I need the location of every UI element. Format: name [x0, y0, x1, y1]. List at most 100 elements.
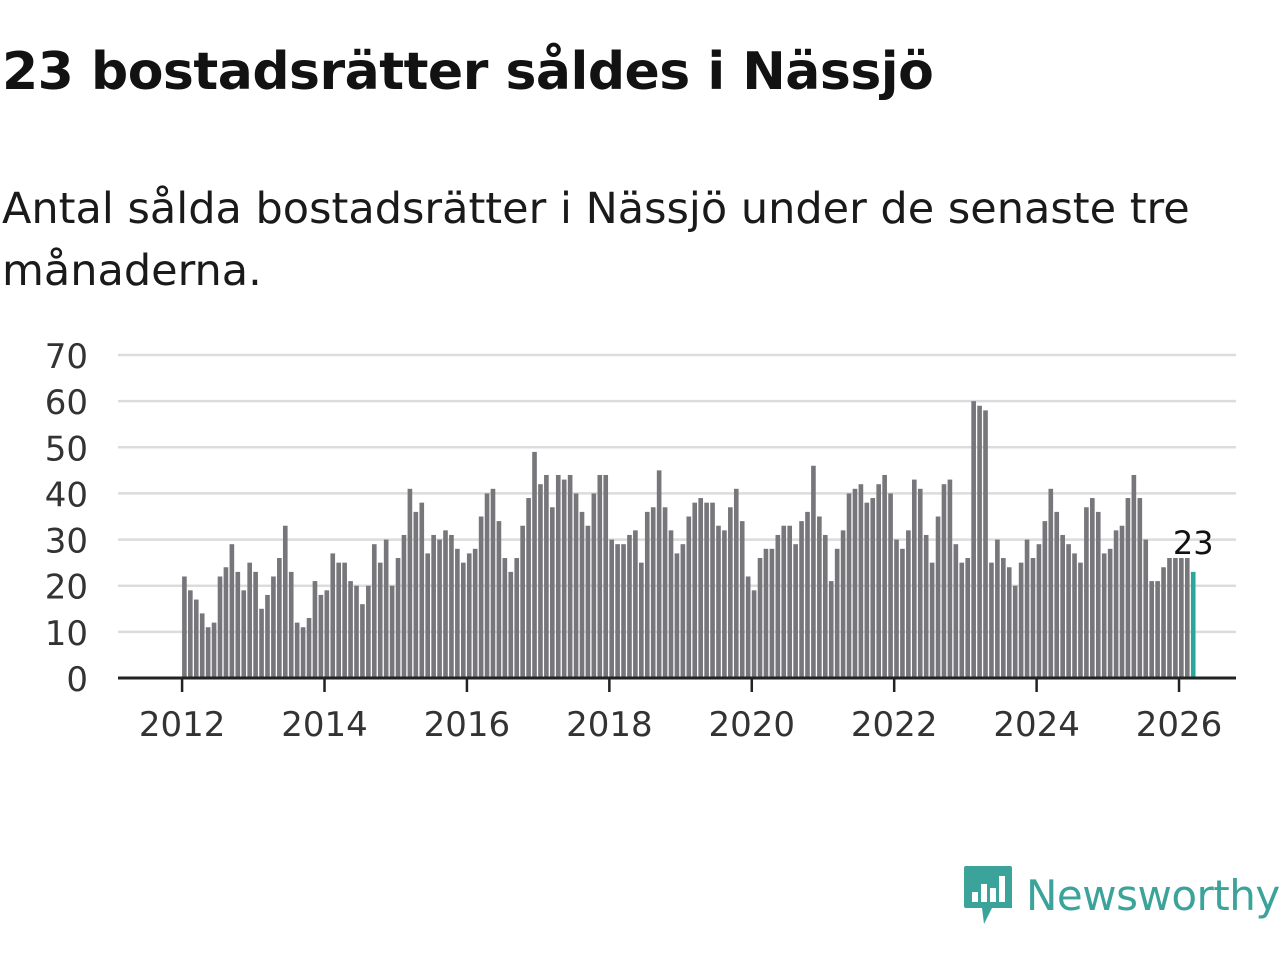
bar — [419, 502, 425, 678]
bar — [633, 530, 638, 678]
bar — [917, 488, 923, 678]
bar — [995, 539, 1000, 678]
bar — [182, 576, 187, 678]
x-tick-label: 2020 — [709, 705, 796, 745]
newsworthy-logo-icon — [964, 866, 1012, 924]
bar — [383, 539, 389, 678]
y-tick-label: 0 — [66, 660, 88, 700]
bar — [348, 581, 353, 678]
bar — [265, 594, 270, 678]
bar — [621, 544, 626, 678]
bar — [282, 525, 288, 678]
bar — [733, 488, 739, 678]
bar — [288, 571, 294, 678]
bar — [1101, 553, 1107, 678]
y-tick-label: 50 — [45, 429, 88, 469]
bar — [318, 594, 324, 678]
bar — [259, 608, 264, 678]
bar — [526, 498, 531, 678]
bar — [858, 484, 864, 678]
bar — [1060, 534, 1065, 678]
bar — [882, 474, 887, 678]
bar — [277, 558, 282, 678]
bar — [1167, 558, 1172, 678]
bar — [965, 558, 971, 678]
bar — [502, 558, 508, 678]
bar — [449, 534, 454, 678]
bar — [312, 581, 318, 678]
bar — [603, 474, 609, 678]
bar — [864, 502, 870, 678]
bar — [728, 507, 733, 678]
bar — [1090, 498, 1095, 678]
bar — [514, 558, 520, 678]
bar — [1072, 553, 1077, 678]
bar — [431, 534, 436, 678]
bar — [443, 530, 448, 678]
bar — [193, 599, 199, 678]
bar — [484, 493, 490, 678]
bar — [959, 562, 965, 678]
bar — [354, 585, 359, 678]
bar — [1048, 488, 1054, 678]
bar — [1024, 539, 1030, 678]
bar — [1018, 562, 1024, 678]
y-tick-label: 20 — [45, 568, 88, 608]
bar — [710, 502, 715, 678]
y-tick-label: 30 — [45, 522, 88, 562]
bar — [775, 534, 781, 678]
bar — [425, 553, 431, 678]
bar — [366, 585, 371, 678]
bar — [229, 544, 235, 678]
bar — [656, 470, 662, 678]
bar — [1155, 581, 1160, 678]
bar — [971, 401, 976, 678]
bar — [834, 548, 840, 678]
grid-lines — [118, 353, 1236, 634]
x-tick-label: 2012 — [139, 705, 226, 745]
bar — [211, 622, 217, 678]
bar — [413, 511, 419, 678]
bar — [668, 530, 674, 678]
last-value-label: 23 — [1173, 524, 1214, 562]
bar — [1066, 544, 1071, 678]
x-tick-label: 2024 — [993, 705, 1080, 745]
bar — [929, 562, 935, 678]
x-tick-label: 2018 — [566, 705, 653, 745]
bar — [437, 539, 442, 678]
bar — [1095, 511, 1101, 678]
bar — [1143, 539, 1149, 678]
bar — [1006, 567, 1012, 678]
bar — [579, 511, 585, 678]
bar — [561, 479, 567, 678]
bar — [840, 530, 846, 678]
bar — [627, 534, 632, 678]
bar — [217, 576, 223, 678]
bar — [852, 488, 858, 678]
bar — [472, 548, 478, 678]
bar — [1131, 474, 1137, 678]
bar — [977, 405, 982, 678]
bar — [395, 558, 401, 678]
y-tick-label: 40 — [45, 475, 88, 515]
bar — [371, 544, 377, 678]
bar — [787, 525, 793, 678]
chart-title: 23 bostadsrätter såldes i Nässjö — [2, 42, 934, 102]
bar — [1161, 567, 1166, 678]
bar — [199, 613, 205, 678]
y-axis-labels: 0 10 20 30 40 50 60 70 — [45, 337, 88, 700]
y-tick-label: 70 — [45, 337, 88, 377]
brand-name: Newsworthy — [1026, 870, 1280, 920]
bar — [989, 562, 994, 678]
bar — [573, 493, 579, 678]
bar — [1173, 558, 1178, 678]
bar — [360, 604, 365, 678]
bar — [520, 525, 525, 678]
bar — [508, 571, 514, 678]
bar — [377, 562, 383, 678]
bar — [247, 562, 252, 678]
y-tick-label: 60 — [45, 383, 88, 423]
bar — [799, 521, 804, 678]
bar — [550, 507, 555, 678]
bar — [716, 525, 721, 678]
